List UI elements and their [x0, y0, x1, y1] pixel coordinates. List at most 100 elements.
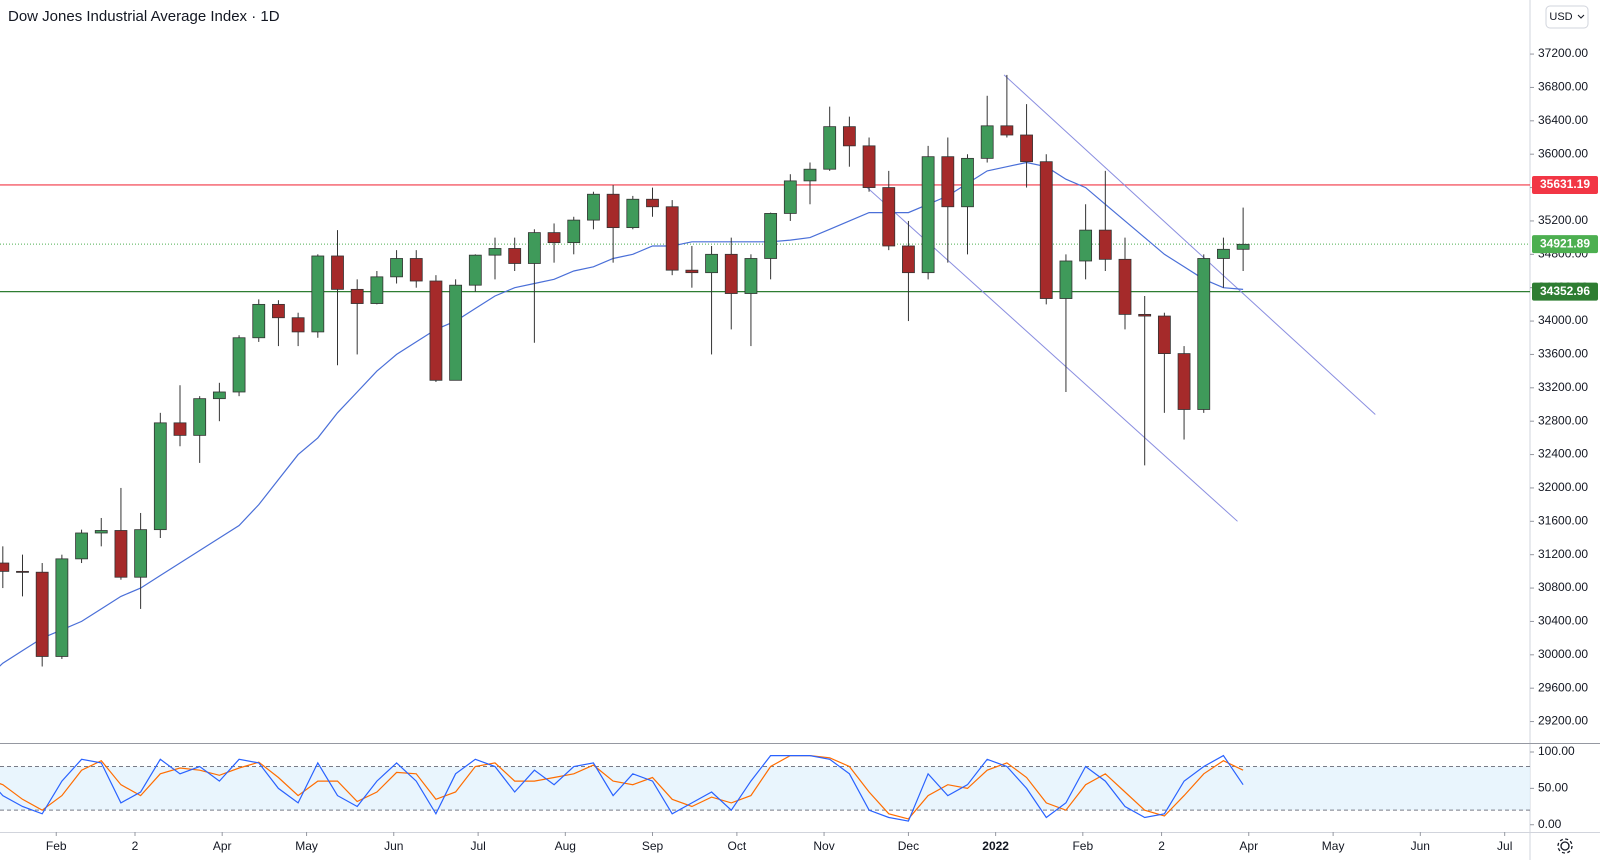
candle-body: [941, 156, 955, 208]
candle-body: [606, 193, 620, 229]
candle-body: [1039, 161, 1053, 299]
level-label: 34352.96: [1540, 284, 1590, 298]
y-tick-label: 36000.00: [1538, 146, 1588, 160]
candle-body: [764, 213, 778, 259]
candle-body: [252, 303, 266, 339]
currency-label[interactable]: USD: [1549, 11, 1572, 23]
candle-body: [705, 253, 718, 274]
candle-body: [114, 530, 128, 578]
candle-body: [409, 258, 423, 282]
candle-body: [291, 317, 305, 333]
x-tick-label: Feb: [1072, 839, 1093, 853]
candle-body: [75, 532, 88, 560]
candle-body: [823, 126, 837, 170]
candle-body: [134, 529, 148, 578]
candle-body: [1098, 229, 1112, 260]
settings-icon[interactable]: [1557, 838, 1573, 854]
candle-body: [980, 125, 994, 159]
candle-body: [626, 198, 640, 229]
candle-body: [193, 398, 207, 436]
candle-body: [842, 126, 856, 147]
candle-body: [1020, 134, 1033, 163]
x-tick-label: Sep: [642, 839, 664, 853]
x-tick-label: 2022: [982, 839, 1009, 853]
x-tick-label: Oct: [728, 839, 747, 853]
candle-body: [55, 558, 69, 657]
candle-body: [724, 253, 738, 294]
y-tick-label: 33200.00: [1538, 380, 1588, 394]
y-tick-label: 29600.00: [1538, 680, 1588, 694]
stoch-pane: [0, 754, 1530, 822]
stoch-tick-label: 50.00: [1538, 781, 1568, 795]
candle-body: [212, 391, 226, 400]
candle-body: [921, 156, 935, 274]
x-tick-label: May: [1322, 839, 1345, 853]
x-tick-label: Aug: [555, 839, 576, 853]
candle-body: [961, 157, 974, 208]
y-tick-label: 37200.00: [1538, 46, 1588, 60]
y-tick-label: 35200.00: [1538, 213, 1588, 227]
candle-body: [1157, 315, 1171, 355]
candle-body: [35, 571, 49, 657]
currency-button[interactable]: [1545, 5, 1589, 29]
candle-body: [232, 337, 246, 393]
x-tick-label: Apr: [213, 839, 232, 853]
candle-body: [1217, 248, 1230, 259]
y-tick-label: 36400.00: [1538, 113, 1588, 127]
candle-body: [882, 187, 896, 247]
candle-body: [1177, 353, 1191, 410]
candle-body: [449, 284, 463, 381]
stoch-tick-label: 0.00: [1538, 817, 1562, 831]
chart-title: Dow Jones Industrial Average Index · 1D: [8, 8, 280, 25]
y-tick-label: 29200.00: [1538, 714, 1588, 728]
candle-body: [1197, 258, 1211, 410]
candle-body: [587, 193, 600, 221]
x-tick-label: Feb: [46, 839, 67, 853]
candle-body: [508, 248, 522, 264]
y-tick-label: 31200.00: [1538, 547, 1588, 561]
axes: 29200.00 29600.00 30000.00 30400.00 30800.00…: [46, 46, 1598, 853]
y-tick-label: 32000.00: [1538, 480, 1588, 494]
y-tick-label: 30000.00: [1538, 647, 1588, 661]
candle-body: [94, 530, 108, 534]
dropdown-arrow[interactable]: [1577, 14, 1585, 19]
level-label-box: [1532, 282, 1598, 301]
x-tick-label: Jun: [1411, 839, 1430, 853]
candle-body: [331, 255, 344, 290]
y-tick-label: 30800.00: [1538, 580, 1588, 594]
x-tick-label: 2: [132, 839, 139, 853]
candle-body: [1236, 243, 1250, 250]
candle-body: [350, 288, 364, 304]
y-tick-label: 31600.00: [1538, 513, 1588, 527]
x-tick-label: Jun: [384, 839, 403, 853]
candle-body: [902, 245, 915, 274]
last-price-box: [1532, 235, 1598, 254]
candle-body: [567, 219, 581, 244]
candle-body: [173, 422, 187, 436]
candle-body: [1059, 260, 1073, 299]
y-tick-label: 30400.00: [1538, 614, 1588, 628]
last-price-label: 34921.89: [1540, 236, 1590, 250]
stoch-k: [0, 754, 1244, 822]
stoch-tick-label: 100.00: [1538, 744, 1575, 758]
trend-line: [1003, 74, 1376, 415]
candle-body: [665, 206, 679, 271]
candle-body: [803, 168, 817, 182]
candle-body: [488, 248, 502, 256]
y-tick-label: 32400.00: [1538, 447, 1588, 461]
y-tick-label: 36800.00: [1538, 80, 1588, 94]
x-tick-label: Nov: [813, 839, 834, 853]
candle-body: [468, 254, 482, 286]
main-pane: [0, 74, 1530, 667]
candle-body: [311, 255, 325, 333]
candle-body: [1000, 125, 1014, 136]
stoch-band: [0, 766, 1530, 811]
candle-body: [153, 422, 167, 531]
candle-body: [527, 232, 541, 264]
x-tick-label: May: [295, 839, 318, 853]
candle-body: [744, 258, 758, 294]
x-tick-label: Jul: [1497, 839, 1512, 853]
candle-body: [685, 269, 699, 274]
candle-body: [547, 232, 561, 244]
